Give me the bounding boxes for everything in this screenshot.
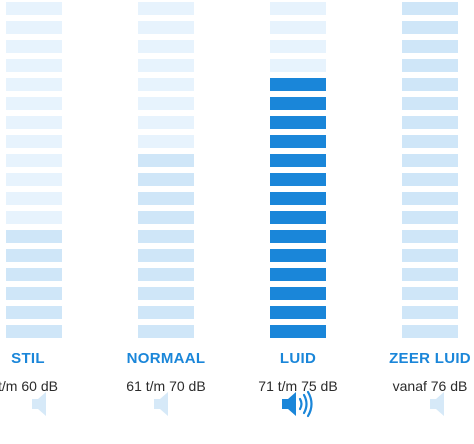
meter-segment: [270, 2, 326, 15]
level-column-stil: STIL t/m 60 dB: [0, 0, 78, 444]
meter-segment: [402, 135, 458, 148]
level-label: ZEER LUID: [389, 350, 471, 367]
meter-segment: [270, 116, 326, 129]
meter-segment: [270, 135, 326, 148]
meter-segment: [402, 249, 458, 262]
meter-segment: [138, 306, 194, 319]
meter-segment: [270, 306, 326, 319]
level-meter: [380, 0, 474, 340]
meter-segment: [270, 59, 326, 72]
level-range: t/m 60 dB: [0, 378, 58, 394]
meter-segment: [270, 211, 326, 224]
meter-segment: [6, 192, 62, 205]
meter-segment: [6, 230, 62, 243]
meter-segment: [402, 154, 458, 167]
meter-segment: [138, 325, 194, 338]
meter-segment: [6, 154, 62, 167]
meter-segment: [138, 192, 194, 205]
meter-segment: [402, 211, 458, 224]
meter-segment: [402, 21, 458, 34]
meter-segment: [402, 287, 458, 300]
meter-segment: [138, 211, 194, 224]
meter-segment: [270, 21, 326, 34]
speaker-muted-icon: [426, 390, 466, 418]
meter-segment: [138, 154, 194, 167]
meter-segment: [6, 173, 62, 186]
speaker-muted-icon: [150, 390, 190, 418]
meter-segment: [270, 78, 326, 91]
meter-segment: [138, 21, 194, 34]
meter-segment: [270, 268, 326, 281]
level-column-luid: LUID 71 t/m 75 dB: [248, 0, 348, 444]
meter-segment: [402, 116, 458, 129]
meter-segment: [402, 59, 458, 72]
meter-segment: [270, 249, 326, 262]
meter-segment: [138, 59, 194, 72]
meter-segment: [402, 230, 458, 243]
meter-segment: [138, 78, 194, 91]
level-meter: [0, 0, 78, 340]
meter-segment: [6, 135, 62, 148]
meter-segment: [402, 40, 458, 53]
meter-segment: [138, 2, 194, 15]
meter-segment: [6, 97, 62, 110]
meter-segment: [402, 78, 458, 91]
meter-segment: [402, 97, 458, 110]
meter-segment: [402, 192, 458, 205]
meter-segment: [6, 306, 62, 319]
meter-segment: [270, 173, 326, 186]
meter-segment: [270, 97, 326, 110]
level-meter: [248, 0, 348, 340]
meter-segment: [402, 2, 458, 15]
meter-segment: [270, 192, 326, 205]
meter-segment: [138, 268, 194, 281]
level-label: STIL: [11, 350, 45, 367]
meter-segment: [138, 116, 194, 129]
meter-segment: [270, 287, 326, 300]
meter-segment: [402, 306, 458, 319]
meter-segment: [6, 40, 62, 53]
meter-segment: [270, 325, 326, 338]
meter-segment: [402, 268, 458, 281]
meter-segment: [138, 230, 194, 243]
meter-segment: [6, 211, 62, 224]
meter-segment: [138, 135, 194, 148]
level-label: LUID: [279, 350, 317, 367]
meter-segment: [138, 249, 194, 262]
speaker-loud-icon: [278, 390, 318, 418]
meter-segment: [6, 116, 62, 129]
meter-segment: [402, 325, 458, 338]
meter-segment: [6, 2, 62, 15]
level-label: NORMAAL: [126, 350, 206, 367]
level-column-normaal: NORMAAL 61 t/m 70 dB: [116, 0, 216, 444]
meter-segment: [138, 97, 194, 110]
level-range: vanaf 76 dB: [392, 378, 468, 394]
meter-segment: [138, 287, 194, 300]
meter-segment: [138, 173, 194, 186]
level-range: 71 t/m 75 dB: [258, 378, 338, 394]
level-column-zeer-luid: ZEER LUID vanaf 76 dB: [380, 0, 474, 444]
meter-segment: [138, 40, 194, 53]
meter-segment: [6, 59, 62, 72]
meter-segment: [6, 287, 62, 300]
level-meter: [116, 0, 216, 340]
meter-segment: [402, 173, 458, 186]
meter-segment: [6, 249, 62, 262]
meter-segment: [270, 154, 326, 167]
level-range: 61 t/m 70 dB: [126, 378, 206, 394]
meter-segment: [270, 40, 326, 53]
meter-segment: [6, 268, 62, 281]
meter-segment: [6, 78, 62, 91]
meter-segment: [6, 325, 62, 338]
speaker-muted-icon: [28, 390, 68, 418]
meter-segment: [6, 21, 62, 34]
meter-segment: [270, 230, 326, 243]
